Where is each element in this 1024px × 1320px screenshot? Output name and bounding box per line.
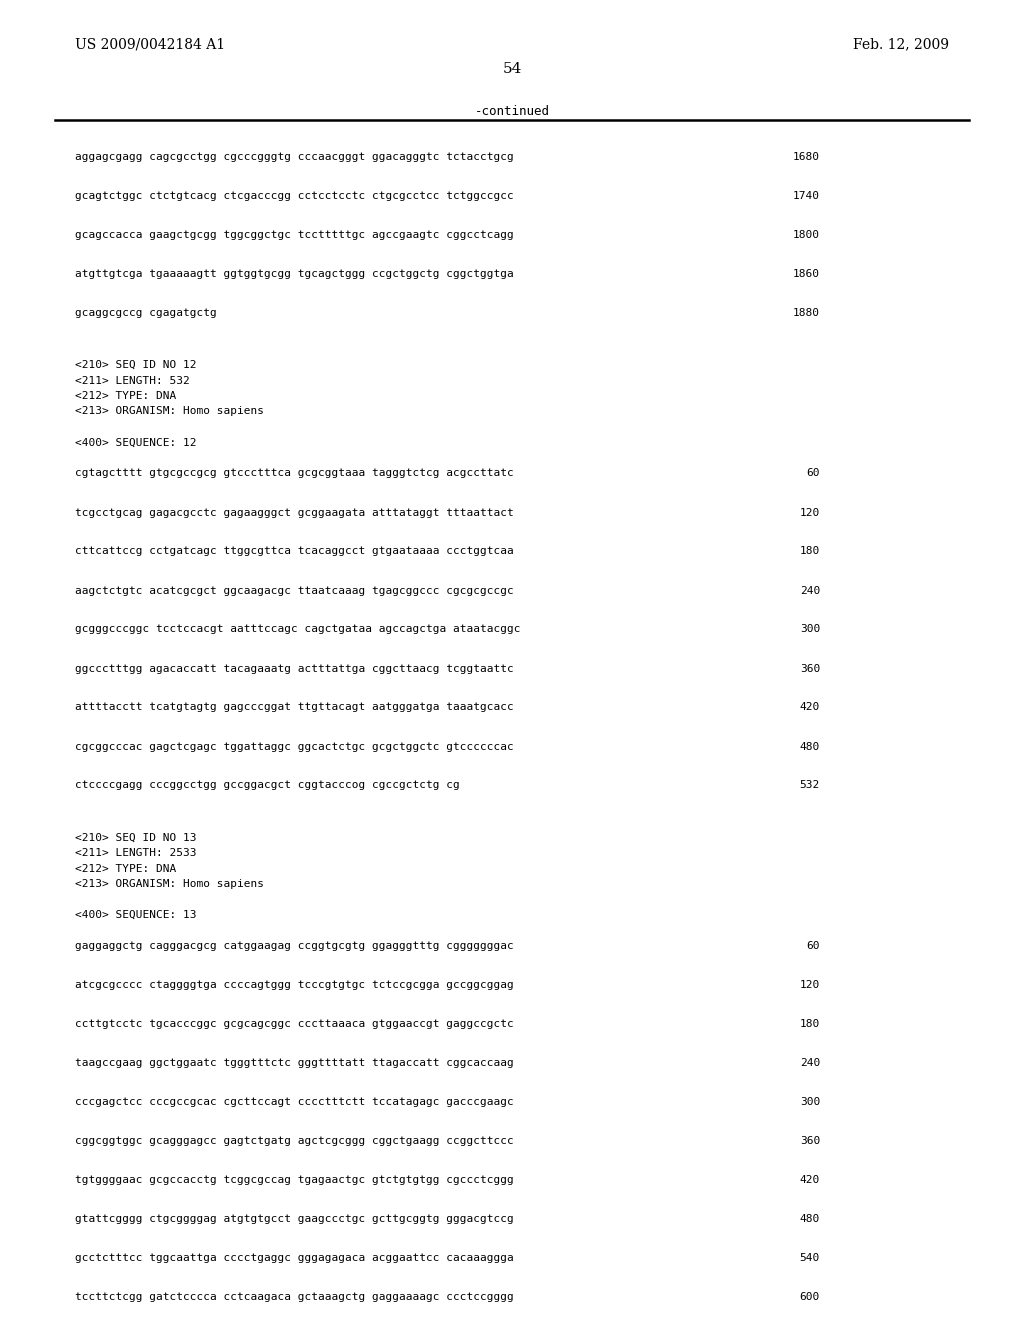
Text: 600: 600 bbox=[800, 1292, 820, 1302]
Text: 420: 420 bbox=[800, 702, 820, 713]
Text: 540: 540 bbox=[800, 1253, 820, 1263]
Text: 360: 360 bbox=[800, 1137, 820, 1146]
Text: 1680: 1680 bbox=[793, 152, 820, 162]
Text: cccgagctcc cccgccgcac cgcttccagt cccctttctt tccatagagc gacccgaagc: cccgagctcc cccgccgcac cgcttccagt ccccttt… bbox=[75, 1097, 514, 1107]
Text: 1860: 1860 bbox=[793, 269, 820, 279]
Text: cgcggcccac gagctcgagc tggattaggc ggcactctgc gcgctggctc gtccccccac: cgcggcccac gagctcgagc tggattaggc ggcactc… bbox=[75, 742, 514, 751]
Text: aagctctgtc acatcgcgct ggcaagacgc ttaatcaaag tgagcggccc cgcgcgccgc: aagctctgtc acatcgcgct ggcaagacgc ttaatca… bbox=[75, 586, 514, 595]
Text: ccttgtcctc tgcacccggc gcgcagcggc cccttaaaca gtggaaccgt gaggccgctc: ccttgtcctc tgcacccggc gcgcagcggc cccttaa… bbox=[75, 1019, 514, 1030]
Text: <400> SEQUENCE: 12: <400> SEQUENCE: 12 bbox=[75, 437, 197, 447]
Text: <210> SEQ ID NO 12: <210> SEQ ID NO 12 bbox=[75, 360, 197, 370]
Text: tccttctcgg gatctcccca cctcaagaca gctaaagctg gaggaaaagc ccctccgggg: tccttctcgg gatctcccca cctcaagaca gctaaag… bbox=[75, 1292, 514, 1302]
Text: tgtggggaac gcgccacctg tcggcgccag tgagaactgc gtctgtgtgg cgccctcggg: tgtggggaac gcgccacctg tcggcgccag tgagaac… bbox=[75, 1175, 514, 1185]
Text: gtattcgggg ctgcggggag atgtgtgcct gaagccctgc gcttgcggtg gggacgtccg: gtattcgggg ctgcggggag atgtgtgcct gaagccc… bbox=[75, 1214, 514, 1224]
Text: 532: 532 bbox=[800, 780, 820, 791]
Text: <210> SEQ ID NO 13: <210> SEQ ID NO 13 bbox=[75, 833, 197, 842]
Text: 240: 240 bbox=[800, 586, 820, 595]
Text: 480: 480 bbox=[800, 742, 820, 751]
Text: 60: 60 bbox=[807, 469, 820, 479]
Text: atcgcgcccc ctaggggtga ccccagtggg tcccgtgtgc tctccgcgga gccggcggag: atcgcgcccc ctaggggtga ccccagtggg tcccgtg… bbox=[75, 979, 514, 990]
Text: 120: 120 bbox=[800, 507, 820, 517]
Text: -continued: -continued bbox=[474, 106, 550, 117]
Text: 180: 180 bbox=[800, 1019, 820, 1030]
Text: 360: 360 bbox=[800, 664, 820, 673]
Text: atgttgtcga tgaaaaagtt ggtggtgcgg tgcagctggg ccgctggctg cggctggtga: atgttgtcga tgaaaaagtt ggtggtgcgg tgcagct… bbox=[75, 269, 514, 279]
Text: gcctctttcc tggcaattga cccctgaggc gggagagaca acggaattcc cacaaaggga: gcctctttcc tggcaattga cccctgaggc gggagag… bbox=[75, 1253, 514, 1263]
Text: attttacctt tcatgtagtg gagcccggat ttgttacagt aatgggatga taaatgcacc: attttacctt tcatgtagtg gagcccggat ttgttac… bbox=[75, 702, 514, 713]
Text: aggagcgagg cagcgcctgg cgcccgggtg cccaacgggt ggacagggtc tctacctgcg: aggagcgagg cagcgcctgg cgcccgggtg cccaacg… bbox=[75, 152, 514, 162]
Text: gcaggcgccg cgagatgctg: gcaggcgccg cgagatgctg bbox=[75, 308, 217, 318]
Text: tcgcctgcag gagacgcctc gagaagggct gcggaagata atttataggt tttaattact: tcgcctgcag gagacgcctc gagaagggct gcggaag… bbox=[75, 507, 514, 517]
Text: <212> TYPE: DNA: <212> TYPE: DNA bbox=[75, 863, 176, 874]
Text: 240: 240 bbox=[800, 1059, 820, 1068]
Text: 1740: 1740 bbox=[793, 191, 820, 201]
Text: ggccctttgg agacaccatt tacagaaatg actttattga cggcttaacg tcggtaattc: ggccctttgg agacaccatt tacagaaatg actttat… bbox=[75, 664, 514, 673]
Text: <211> LENGTH: 2533: <211> LENGTH: 2533 bbox=[75, 847, 197, 858]
Text: <213> ORGANISM: Homo sapiens: <213> ORGANISM: Homo sapiens bbox=[75, 879, 264, 888]
Text: <400> SEQUENCE: 13: <400> SEQUENCE: 13 bbox=[75, 909, 197, 920]
Text: gcagtctggc ctctgtcacg ctcgacccgg cctcctcctc ctgcgcctcc tctggccgcc: gcagtctggc ctctgtcacg ctcgacccgg cctcctc… bbox=[75, 191, 514, 201]
Text: <212> TYPE: DNA: <212> TYPE: DNA bbox=[75, 391, 176, 401]
Text: 1800: 1800 bbox=[793, 230, 820, 240]
Text: gcagccacca gaagctgcgg tggcggctgc tcctttttgc agccgaagtc cggcctcagg: gcagccacca gaagctgcgg tggcggctgc tcctttt… bbox=[75, 230, 514, 240]
Text: gaggaggctg cagggacgcg catggaagag ccggtgcgtg ggagggtttg cgggggggac: gaggaggctg cagggacgcg catggaagag ccggtgc… bbox=[75, 941, 514, 950]
Text: cttcattccg cctgatcagc ttggcgttca tcacaggcct gtgaataaaa ccctggtcaa: cttcattccg cctgatcagc ttggcgttca tcacagg… bbox=[75, 546, 514, 557]
Text: 300: 300 bbox=[800, 1097, 820, 1107]
Text: Feb. 12, 2009: Feb. 12, 2009 bbox=[853, 37, 949, 51]
Text: taagccgaag ggctggaatc tgggtttctc gggttttatt ttagaccatt cggcaccaag: taagccgaag ggctggaatc tgggtttctc gggtttt… bbox=[75, 1059, 514, 1068]
Text: cgtagctttt gtgcgccgcg gtccctttca gcgcggtaaa tagggtctcg acgccttatc: cgtagctttt gtgcgccgcg gtccctttca gcgcggt… bbox=[75, 469, 514, 479]
Text: 54: 54 bbox=[503, 62, 521, 77]
Text: gcgggcccggc tcctccacgt aatttccagc cagctgataa agccagctga ataatacggc: gcgggcccggc tcctccacgt aatttccagc cagctg… bbox=[75, 624, 520, 635]
Text: 1880: 1880 bbox=[793, 308, 820, 318]
Text: ctccccgagg cccggcctgg gccggacgct cggtacccog cgccgctctg cg: ctccccgagg cccggcctgg gccggacgct cggtacc… bbox=[75, 780, 460, 791]
Text: US 2009/0042184 A1: US 2009/0042184 A1 bbox=[75, 37, 225, 51]
Text: 480: 480 bbox=[800, 1214, 820, 1224]
Text: 60: 60 bbox=[807, 941, 820, 950]
Text: 180: 180 bbox=[800, 546, 820, 557]
Text: <211> LENGTH: 532: <211> LENGTH: 532 bbox=[75, 375, 189, 385]
Text: <213> ORGANISM: Homo sapiens: <213> ORGANISM: Homo sapiens bbox=[75, 407, 264, 417]
Text: 120: 120 bbox=[800, 979, 820, 990]
Text: 420: 420 bbox=[800, 1175, 820, 1185]
Text: cggcggtggc gcagggagcc gagtctgatg agctcgcggg cggctgaagg ccggcttccc: cggcggtggc gcagggagcc gagtctgatg agctcgc… bbox=[75, 1137, 514, 1146]
Text: 300: 300 bbox=[800, 624, 820, 635]
